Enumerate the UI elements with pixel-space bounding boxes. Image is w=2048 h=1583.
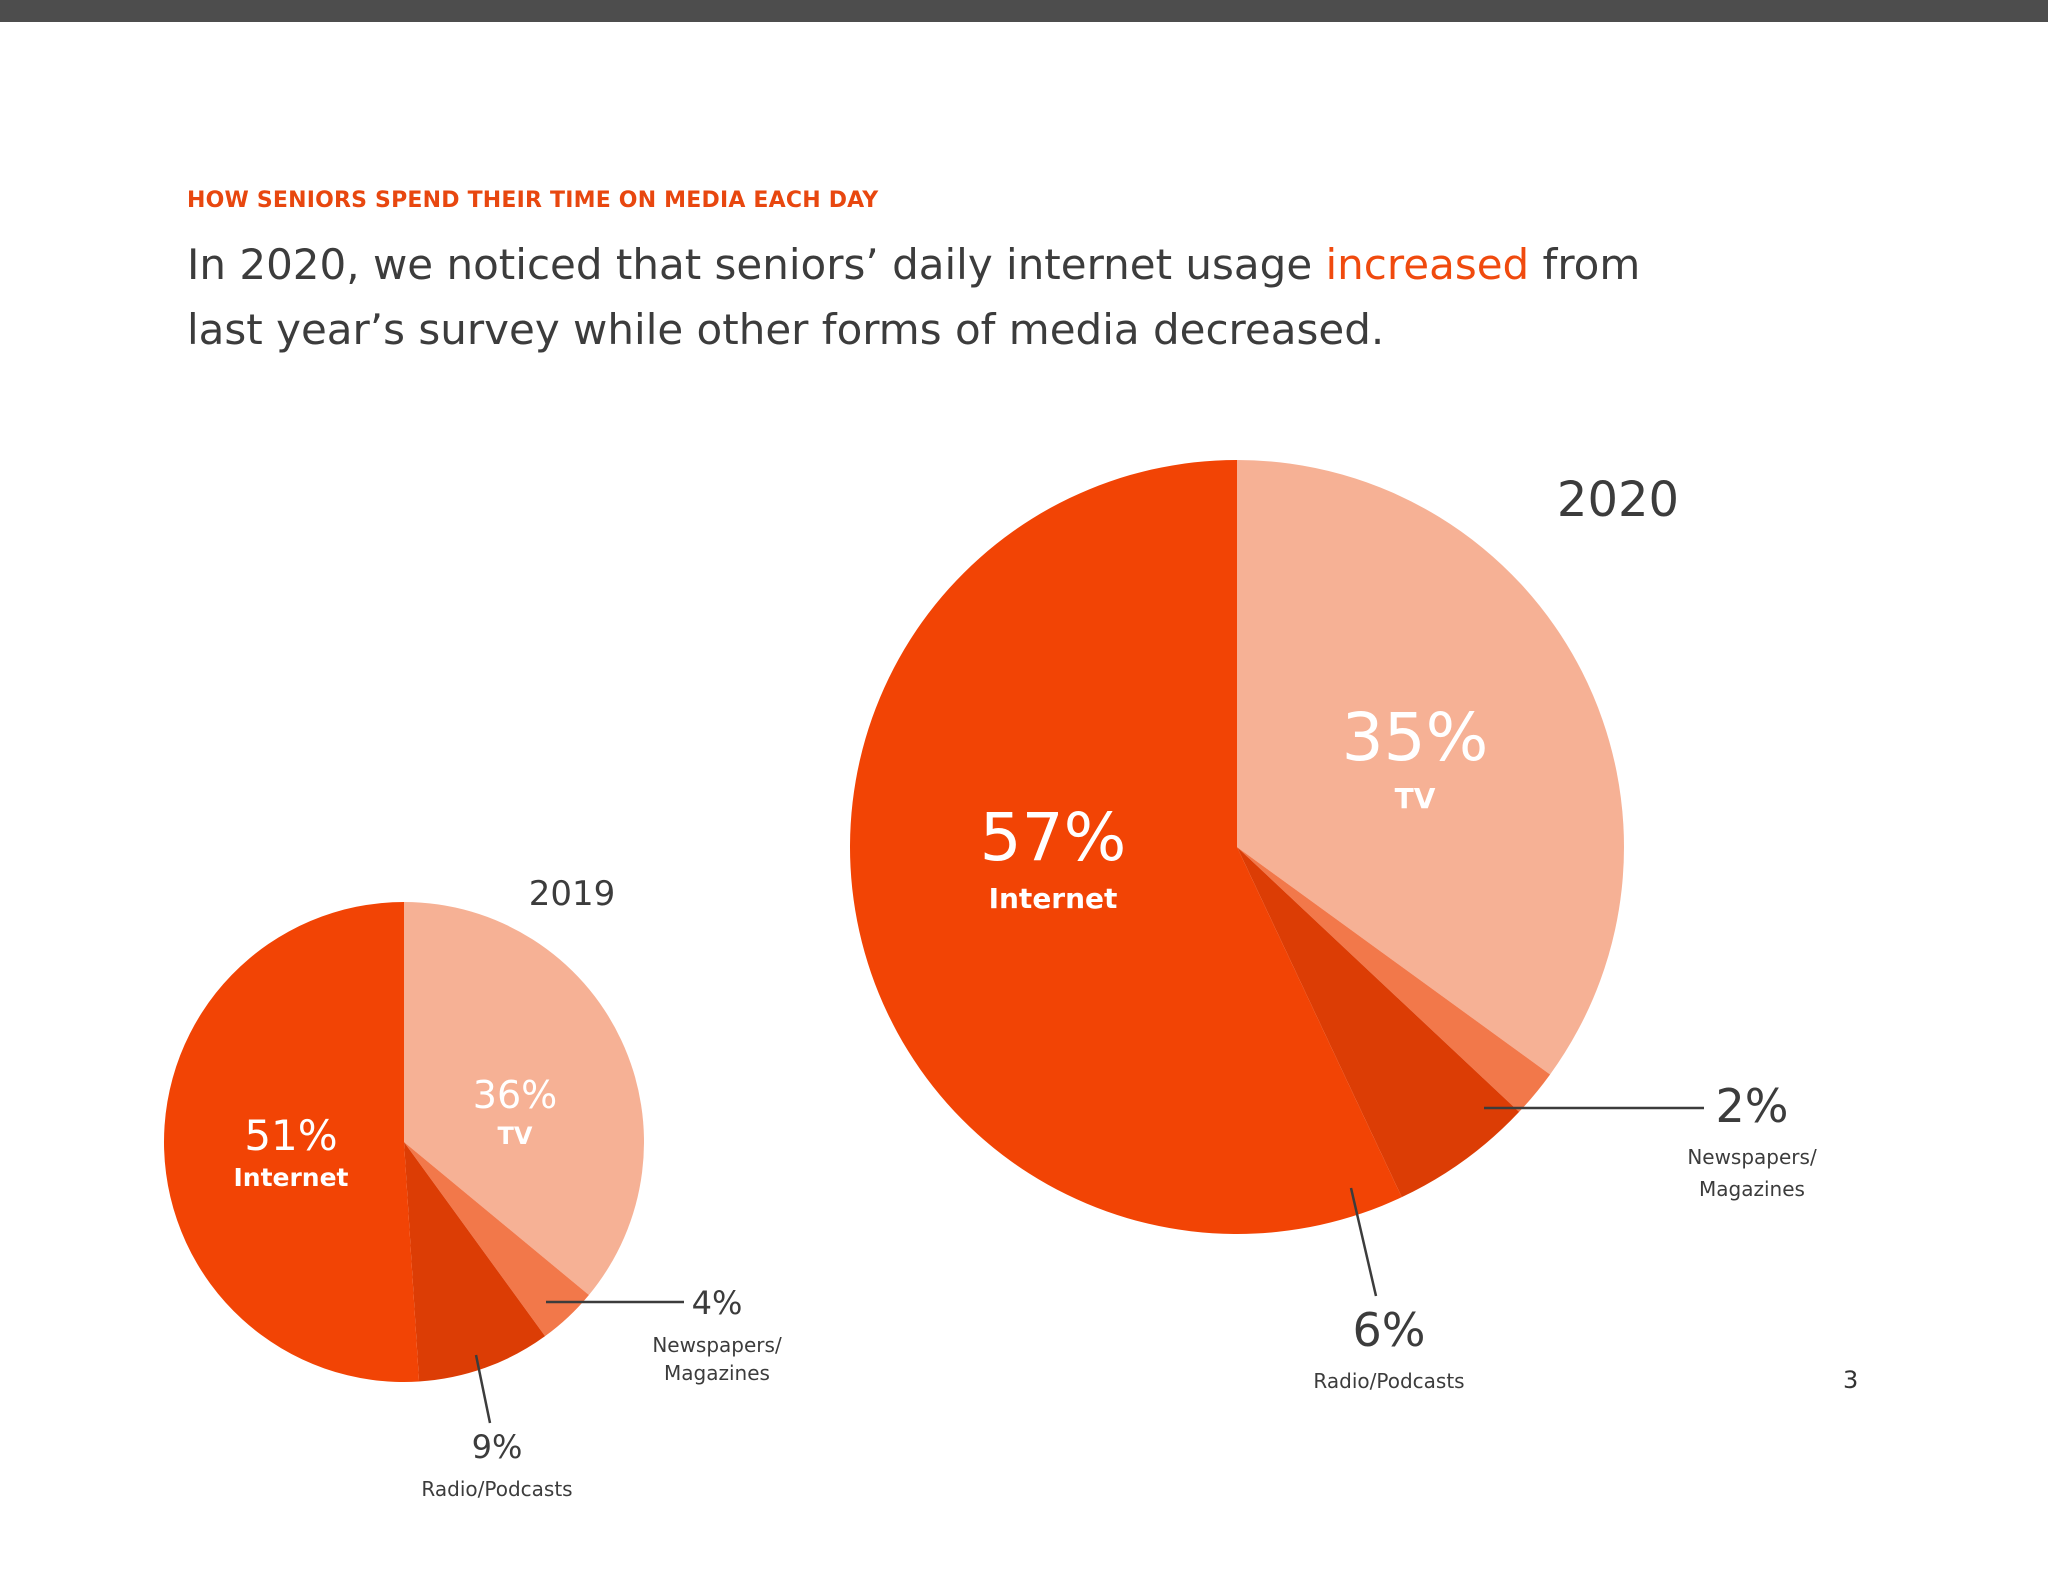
page-number: 3 — [1843, 1366, 1859, 1394]
slice-percent-internet-2019: 51% — [244, 1111, 337, 1160]
top-bar — [0, 0, 2048, 22]
pie-slice-tv-2019 — [404, 902, 645, 1295]
slice-percent-radio-podcasts-2020: 6% — [1353, 1303, 1426, 1357]
headline-text-2: from last year’s survey while other form… — [187, 240, 1641, 354]
pie-chart-2020: 2020 35% TV 57% Internet 2% Newspapers/Magazi… — [850, 460, 1817, 1393]
headline: In 2020, we noticed that seniors’ daily … — [187, 232, 1687, 362]
pie-slice-newspapers-magazines-2020 — [1237, 847, 1551, 1112]
slice-category-radio-podcasts-2020: Radio/Podcasts — [1313, 1369, 1464, 1393]
slice-category-internet-2019: Internet — [233, 1163, 348, 1192]
pie-slice-internet-2019 — [163, 902, 420, 1382]
slice-category-internet-2020: Internet — [989, 882, 1118, 915]
slice-percent-radio-podcasts-2019: 9% — [472, 1428, 523, 1466]
slice-percent-tv-2020: 35% — [1342, 699, 1489, 776]
slice-category-tv-2019: TV — [498, 1122, 533, 1150]
leader-line-radio-podcasts-2019 — [474, 1354, 492, 1424]
slice-category-tv-2020: TV — [1395, 782, 1436, 815]
slice-category-radio-podcasts-2019: Radio/Podcasts — [421, 1477, 572, 1501]
pie-slice-tv-2020 — [1237, 460, 1624, 1075]
slice-category-newspapers-magazines-2019-line2: Magazines — [664, 1361, 770, 1385]
slice-percent-newspapers-magazines-2019: 4% — [692, 1284, 743, 1322]
pie-slice-newspapers-magazines-2019 — [404, 1142, 589, 1337]
slice-category-newspapers-magazines-2020-line1: Newspapers/ — [1687, 1145, 1817, 1169]
section-kicker: HOW SENIORS SPEND THEIR TIME ON MEDIA EA… — [187, 188, 879, 213]
pie-slice-internet-2020 — [850, 460, 1402, 1234]
slice-category-newspapers-magazines-2019-line1: Newspapers/ — [652, 1333, 782, 1357]
headline-highlight: increased — [1325, 240, 1530, 289]
pie-slices-2019 — [163, 902, 645, 1382]
slice-percent-tv-2019: 36% — [473, 1073, 557, 1117]
headline-text-1: In 2020, we noticed that seniors’ daily … — [187, 240, 1326, 289]
slice-percent-newspapers-magazines-2020: 2% — [1716, 1079, 1789, 1133]
slice-category-newspapers-magazines-2020-line2: Magazines — [1699, 1177, 1805, 1201]
pie-chart-2019: 2019 36% TV 51% Internet 4% Newspapers/Magazi… — [163, 874, 782, 1501]
pie-slices-2020 — [850, 460, 1624, 1234]
pie-title-2020: 2020 — [1557, 472, 1679, 528]
pie-slice-radio-podcasts-2020 — [1237, 847, 1520, 1198]
leader-line-radio-podcasts-2020 — [1349, 1187, 1378, 1297]
pie-title-2019: 2019 — [529, 874, 616, 914]
pie-slice-radio-podcasts-2019 — [404, 1142, 546, 1382]
slice-percent-internet-2020: 57% — [980, 799, 1127, 876]
